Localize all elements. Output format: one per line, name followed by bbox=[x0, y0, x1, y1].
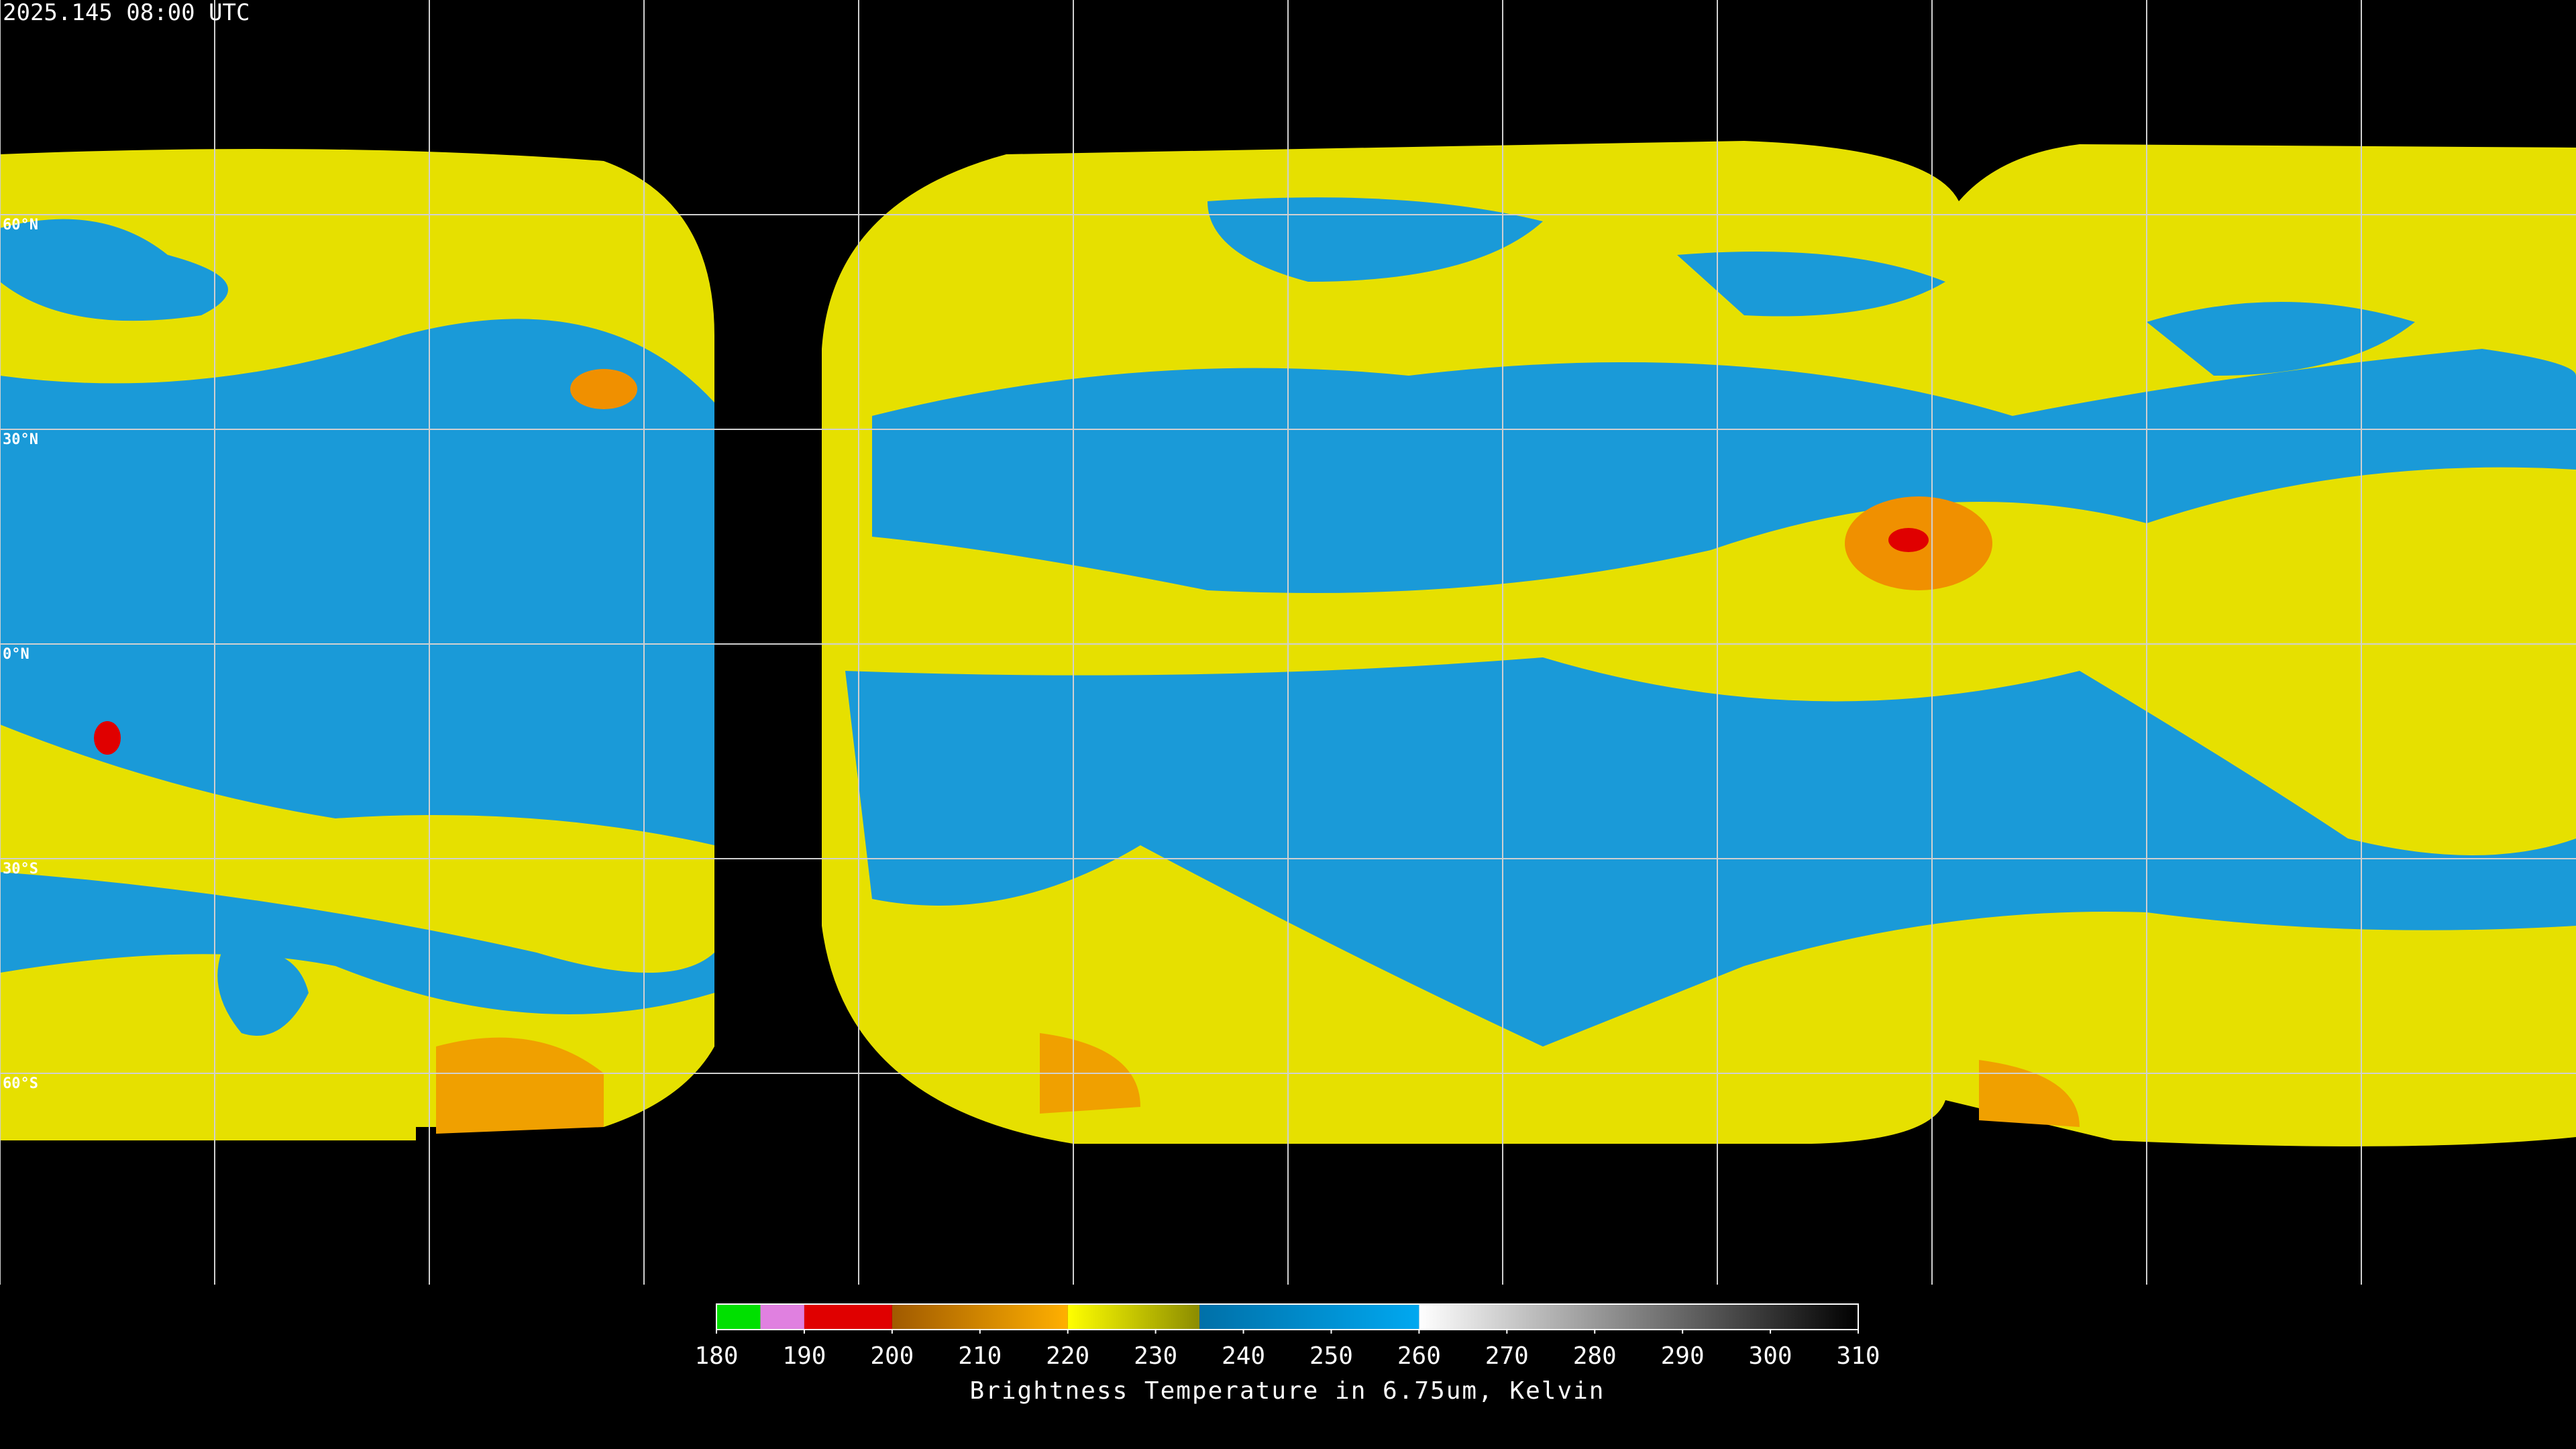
colorbar-label: Brightness Temperature in 6.75um, Kelvin bbox=[970, 1377, 1605, 1405]
colorbar-tick-label: 280 bbox=[1573, 1342, 1617, 1370]
colorbar-tick-label: 260 bbox=[1397, 1342, 1441, 1370]
colorbar-tick-label: 200 bbox=[870, 1342, 914, 1370]
cold-cloud bbox=[94, 721, 121, 755]
imagery bbox=[0, 141, 2576, 1146]
dry-region bbox=[0, 319, 714, 845]
colorbar-segment bbox=[1419, 1304, 1858, 1330]
colorbar-tick-label: 180 bbox=[694, 1342, 738, 1370]
dry-region bbox=[1677, 252, 1945, 317]
colorbar-segment bbox=[760, 1304, 804, 1330]
dry-region bbox=[217, 950, 309, 1036]
colorbar-segment bbox=[716, 1304, 761, 1330]
colorbar-tick-label: 210 bbox=[958, 1342, 1002, 1370]
colorbar-segment bbox=[1067, 1304, 1200, 1330]
colorbar-tick-label: 250 bbox=[1309, 1342, 1353, 1370]
colorbar: 180 190 200 210 220 230 240 250 260 270 280 290 300 3… bbox=[694, 1303, 1880, 1405]
timestamp: 2025.145 08:00 UTC bbox=[3, 0, 250, 26]
dry-region bbox=[1208, 197, 1543, 282]
colorbar-segment bbox=[804, 1304, 892, 1330]
colorbar-frame bbox=[716, 1303, 1859, 1330]
colorbar-tick-label: 230 bbox=[1134, 1342, 1177, 1370]
colorbar-tick-label: 220 bbox=[1046, 1342, 1089, 1370]
colorbar-tick-label: 290 bbox=[1661, 1342, 1705, 1370]
dry-region bbox=[0, 219, 228, 321]
cold-cloud bbox=[436, 1037, 604, 1134]
dry-region bbox=[872, 349, 2576, 593]
latitude-label: 60°S bbox=[3, 1075, 38, 1092]
cold-cloud bbox=[1888, 528, 1929, 552]
colorbar-tick-label: 190 bbox=[782, 1342, 826, 1370]
colorbar-tick-label: 300 bbox=[1749, 1342, 1792, 1370]
latitude-label: 60°N bbox=[3, 217, 38, 233]
latitude-label: 30°S bbox=[3, 861, 38, 877]
latitude-label: 30°N bbox=[3, 431, 38, 448]
latitude-label: 0°N bbox=[3, 646, 30, 663]
cold-cloud bbox=[570, 369, 637, 409]
graticule bbox=[0, 0, 2576, 1285]
cold-cloud bbox=[1979, 1060, 2080, 1127]
colorbar-segment bbox=[892, 1304, 1068, 1330]
dry-region bbox=[2147, 302, 2415, 376]
colorbar-tick-label: 240 bbox=[1222, 1342, 1265, 1370]
colorbar-tick-label: 270 bbox=[1485, 1342, 1529, 1370]
colorbar-segment bbox=[1199, 1304, 1419, 1330]
dry-region bbox=[845, 657, 2576, 1046]
colorbar-tick-label: 310 bbox=[1836, 1342, 1880, 1370]
dry-region bbox=[0, 872, 714, 1014]
